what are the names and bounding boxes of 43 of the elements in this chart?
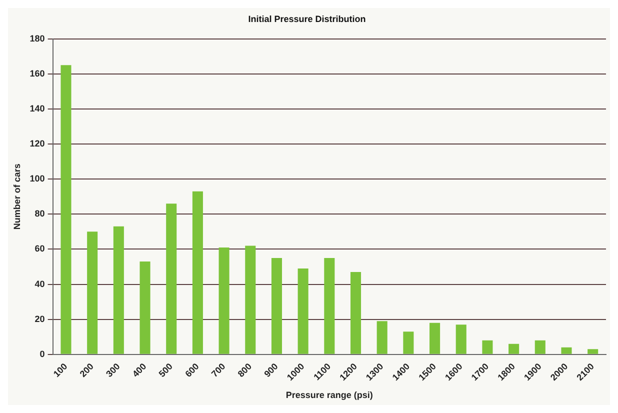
bar	[113, 226, 124, 354]
bar	[456, 324, 466, 354]
bar	[298, 268, 308, 354]
y-tick-label: 100	[30, 174, 45, 184]
y-tick-label: 180	[30, 33, 45, 44]
y-tick-label: 160	[30, 68, 45, 78]
x-tick-label: 200	[78, 361, 96, 380]
y-tick-label: 140	[30, 103, 45, 114]
x-tick-label: 700	[210, 361, 228, 380]
bar	[403, 332, 414, 354]
bar	[140, 261, 150, 354]
chart-title: Initial Pressure Distribution	[248, 14, 366, 24]
x-tick-label: 100	[51, 361, 70, 380]
bar	[60, 65, 72, 354]
bar	[271, 258, 282, 354]
bar	[192, 191, 203, 354]
bar	[534, 340, 546, 354]
bar	[430, 322, 440, 354]
y-axis-title: Number of cars	[12, 164, 22, 230]
y-tick-label: 60	[34, 244, 45, 254]
bar	[218, 247, 230, 354]
x-axis-title: Pressure range (psi)	[286, 390, 373, 400]
x-tick-label: 300	[104, 361, 122, 380]
bar	[166, 204, 177, 354]
x-tick-label: 800	[236, 361, 254, 380]
y-tick-label: 80	[34, 208, 45, 219]
x-tick-label: 600	[183, 361, 201, 380]
bar	[324, 258, 335, 354]
x-tick-label: 900	[262, 361, 280, 380]
y-tick-label: 40	[34, 278, 45, 289]
bar	[508, 344, 520, 354]
y-tick-label: 0	[40, 348, 45, 359]
bar	[376, 321, 388, 354]
bar	[87, 232, 98, 354]
x-tick-label: 400	[130, 361, 148, 380]
bar	[350, 272, 362, 354]
bar	[245, 246, 256, 354]
y-tick-label: 20	[34, 314, 45, 324]
y-tick-label: 120	[30, 138, 45, 148]
bar	[561, 347, 572, 354]
x-tick-label: 500	[156, 361, 175, 380]
bar	[482, 340, 493, 354]
bar	[588, 349, 598, 354]
